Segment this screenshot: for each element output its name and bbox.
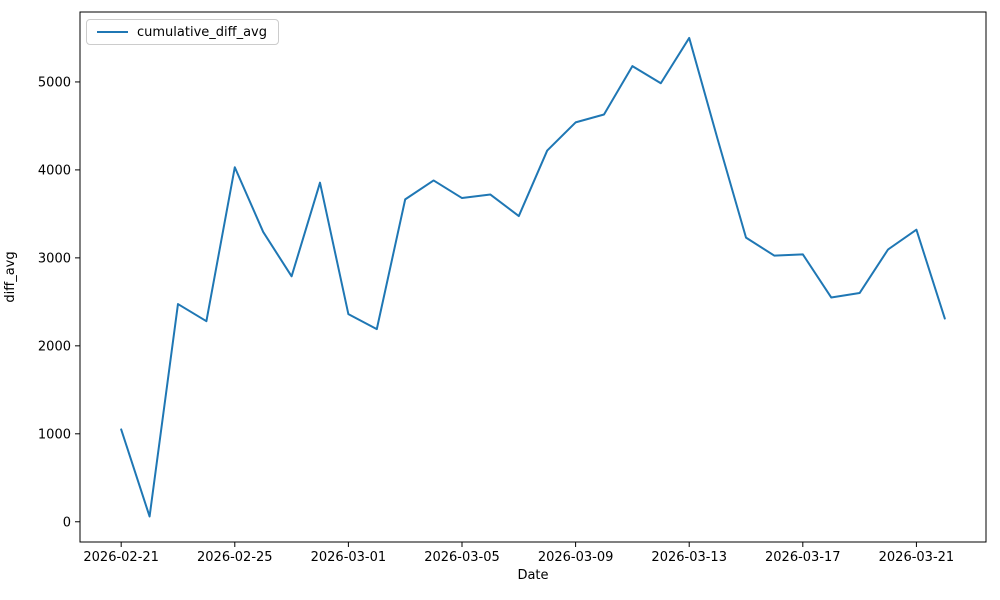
y-tick-label: 0 <box>63 515 71 530</box>
y-tick-label: 5000 <box>38 75 71 90</box>
x-tick-label: 2026-03-13 <box>651 550 727 565</box>
x-tick-label: 2026-02-21 <box>83 550 159 565</box>
legend-line-sample <box>97 31 128 33</box>
y-tick-label: 2000 <box>38 339 71 354</box>
legend: cumulative_diff_avg <box>86 19 279 45</box>
data-line-cumulative_diff_avg <box>120 36 946 518</box>
y-tick-label: 4000 <box>38 163 71 178</box>
x-tick-label: 2026-03-05 <box>424 550 500 565</box>
x-tick-label: 2026-03-01 <box>311 550 387 565</box>
x-tick-label: 2026-02-25 <box>197 550 273 565</box>
x-tick-label: 2026-03-21 <box>879 550 955 565</box>
y-tick-label: 1000 <box>38 427 71 442</box>
y-tick-label: 3000 <box>38 251 71 266</box>
x-axis-label: Date <box>517 568 548 583</box>
plot-border <box>79 11 987 543</box>
y-axis-label: diff_avg <box>3 251 18 302</box>
x-tick-label: 2026-03-09 <box>538 550 614 565</box>
x-tick-label: 2026-03-17 <box>765 550 841 565</box>
legend-label: cumulative_diff_avg <box>137 24 267 40</box>
plot-area: 2026-02-21 2026-02-25 2026-03-01 2026-03-05… <box>38 11 987 565</box>
